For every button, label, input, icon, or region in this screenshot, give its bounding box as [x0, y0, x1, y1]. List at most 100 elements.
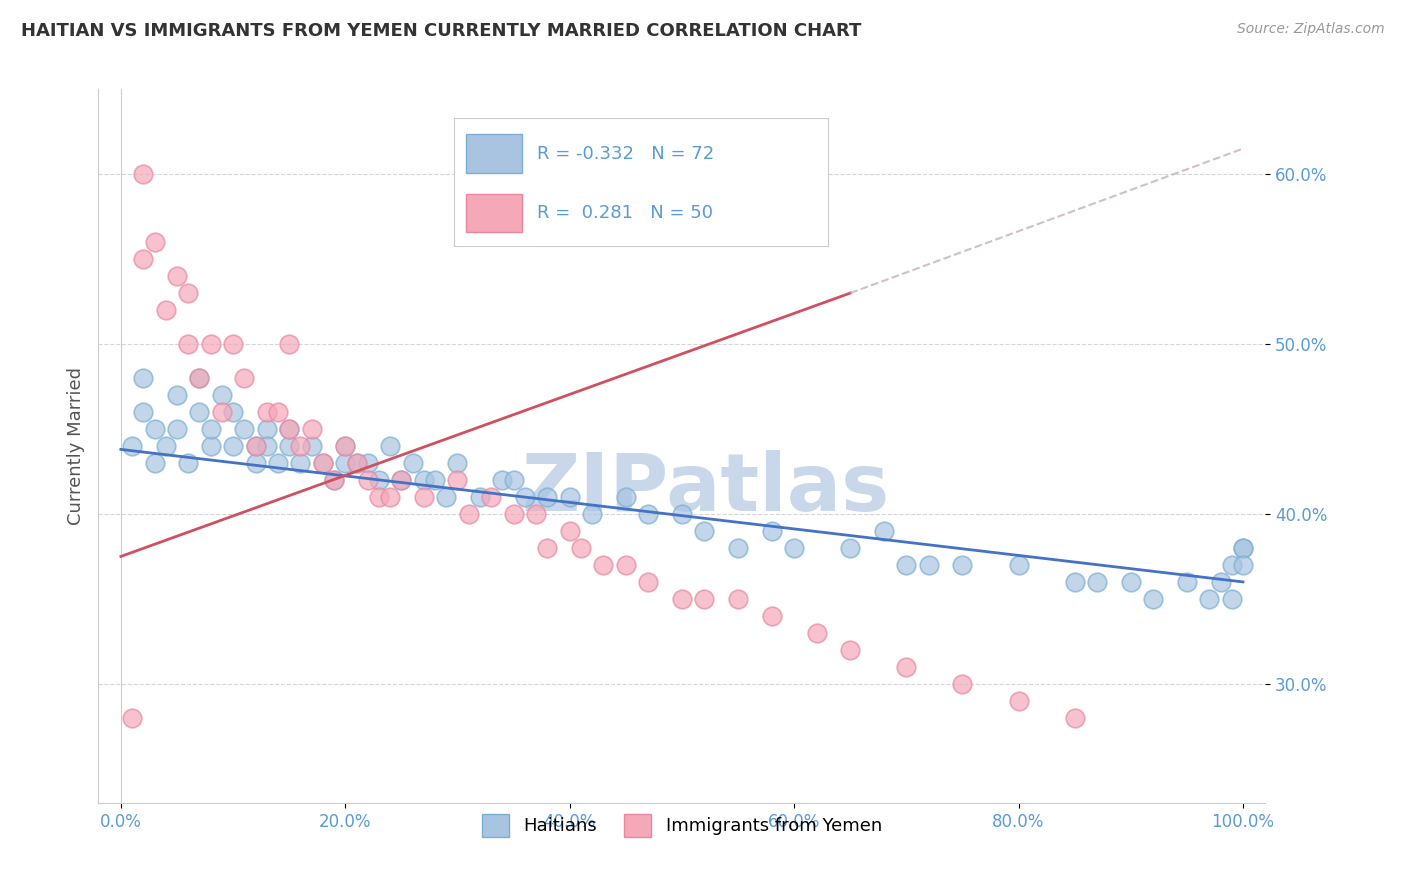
Point	[335, 439, 357, 453]
Point	[446, 456, 468, 470]
Point	[177, 337, 200, 351]
Point	[335, 439, 357, 453]
Point	[558, 490, 581, 504]
Point	[637, 507, 659, 521]
Point	[952, 677, 974, 691]
Point	[1142, 591, 1164, 606]
Text: HAITIAN VS IMMIGRANTS FROM YEMEN CURRENTLY MARRIED CORRELATION CHART: HAITIAN VS IMMIGRANTS FROM YEMEN CURRENT…	[21, 22, 862, 40]
Point	[671, 507, 693, 521]
Point	[256, 405, 278, 419]
Point	[1119, 574, 1142, 589]
Point	[200, 439, 222, 453]
Point	[727, 541, 749, 555]
Point	[188, 405, 211, 419]
Point	[256, 422, 278, 436]
Point	[132, 252, 155, 266]
Point	[896, 660, 918, 674]
Point	[278, 422, 301, 436]
Point	[166, 422, 188, 436]
Point	[121, 439, 143, 453]
Point	[312, 456, 335, 470]
Point	[245, 439, 267, 453]
Point	[581, 507, 603, 521]
Point	[143, 235, 166, 249]
Point	[368, 490, 391, 504]
Point	[918, 558, 941, 572]
Point	[301, 439, 323, 453]
Point	[177, 456, 200, 470]
Point	[806, 626, 828, 640]
Point	[211, 405, 233, 419]
Point	[346, 456, 368, 470]
Point	[1175, 574, 1198, 589]
Point	[200, 337, 222, 351]
Point	[873, 524, 896, 538]
Point	[1063, 574, 1085, 589]
Point	[346, 456, 368, 470]
Point	[380, 490, 402, 504]
Point	[267, 456, 290, 470]
Point	[457, 507, 479, 521]
Point	[761, 524, 783, 538]
Point	[479, 490, 502, 504]
Point	[1063, 711, 1085, 725]
Point	[569, 541, 592, 555]
Point	[177, 286, 200, 301]
Point	[245, 456, 267, 470]
Point	[502, 507, 524, 521]
Point	[1007, 558, 1029, 572]
Point	[558, 524, 581, 538]
Point	[1007, 694, 1029, 708]
Point	[896, 558, 918, 572]
Point	[1220, 591, 1243, 606]
Point	[412, 490, 434, 504]
Point	[491, 473, 513, 487]
Point	[188, 371, 211, 385]
Y-axis label: Currently Married: Currently Married	[66, 367, 84, 525]
Point	[401, 456, 423, 470]
Point	[513, 490, 536, 504]
Point	[256, 439, 278, 453]
Point	[614, 490, 637, 504]
Point	[132, 371, 155, 385]
Point	[323, 473, 346, 487]
Point	[1209, 574, 1232, 589]
Point	[761, 608, 783, 623]
Point	[312, 456, 335, 470]
Point	[412, 473, 434, 487]
Point	[536, 490, 558, 504]
Point	[839, 643, 862, 657]
Point	[278, 439, 301, 453]
Point	[166, 269, 188, 284]
Point	[143, 422, 166, 436]
Point	[166, 388, 188, 402]
Point	[1232, 541, 1254, 555]
Point	[637, 574, 659, 589]
Point	[468, 490, 491, 504]
Point	[839, 541, 862, 555]
Point	[211, 388, 233, 402]
Point	[389, 473, 412, 487]
Point	[301, 422, 323, 436]
Point	[121, 711, 143, 725]
Point	[783, 541, 806, 555]
Point	[368, 473, 391, 487]
Point	[233, 371, 256, 385]
Point	[155, 303, 177, 318]
Legend: Haitians, Immigrants from Yemen: Haitians, Immigrants from Yemen	[475, 807, 889, 844]
Point	[389, 473, 412, 487]
Point	[671, 591, 693, 606]
Point	[290, 456, 312, 470]
Point	[434, 490, 457, 504]
Point	[1232, 541, 1254, 555]
Point	[727, 591, 749, 606]
Point	[423, 473, 446, 487]
Point	[222, 439, 245, 453]
Point	[233, 422, 256, 436]
Point	[693, 524, 716, 538]
Point	[380, 439, 402, 453]
Point	[502, 473, 524, 487]
Point	[290, 439, 312, 453]
Point	[1085, 574, 1108, 589]
Point	[335, 456, 357, 470]
